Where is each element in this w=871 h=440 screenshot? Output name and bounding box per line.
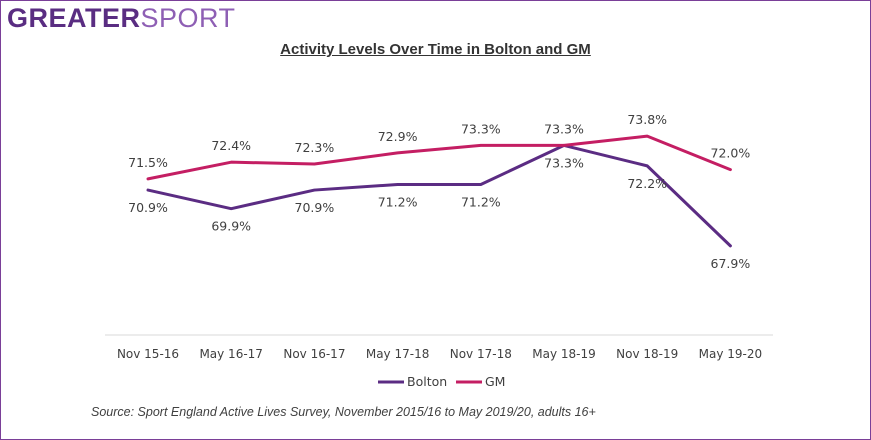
data-label-gm: 72.3% (295, 140, 335, 155)
data-label-bolton: 71.2% (378, 194, 418, 209)
legend-label-gm: GM (485, 374, 505, 389)
data-label-gm: 73.8% (627, 112, 667, 127)
x-tick-label: Nov 18-19 (616, 347, 678, 361)
data-label-bolton: 69.9% (211, 219, 251, 234)
x-tick-label: May 18-19 (532, 347, 596, 361)
data-label-gm: 73.3% (544, 121, 584, 136)
data-label-bolton: 72.2% (627, 176, 667, 191)
x-tick-label: Nov 15-16 (117, 347, 179, 361)
data-label-gm: 72.0% (711, 146, 751, 161)
data-label-bolton: 70.9% (128, 200, 168, 215)
x-tick-label: May 17-18 (366, 347, 430, 361)
chart-frame: GREATERSPORT Activity Levels Over Time i… (0, 0, 871, 440)
data-label-gm: 72.9% (378, 129, 418, 144)
data-label-bolton: 70.9% (295, 200, 335, 215)
x-tick-label: Nov 16-17 (283, 347, 345, 361)
data-label-bolton: 67.9% (711, 256, 751, 271)
x-tick-label: May 19-20 (699, 347, 763, 361)
x-tick-label: Nov 17-18 (450, 347, 512, 361)
data-label-bolton: 71.2% (461, 194, 501, 209)
legend-label-bolton: Bolton (407, 374, 447, 389)
source-note: Source: Sport England Active Lives Surve… (91, 405, 596, 419)
x-tick-label: May 16-17 (199, 347, 263, 361)
data-label-gm: 73.3% (461, 121, 501, 136)
data-label-bolton: 73.3% (544, 155, 584, 170)
line-chart: Nov 15-16 May 16-17 Nov 16-17 May 17-18 Nov … (1, 1, 870, 439)
data-label-gm: 71.5% (128, 155, 168, 170)
data-label-gm: 72.4% (211, 138, 251, 153)
